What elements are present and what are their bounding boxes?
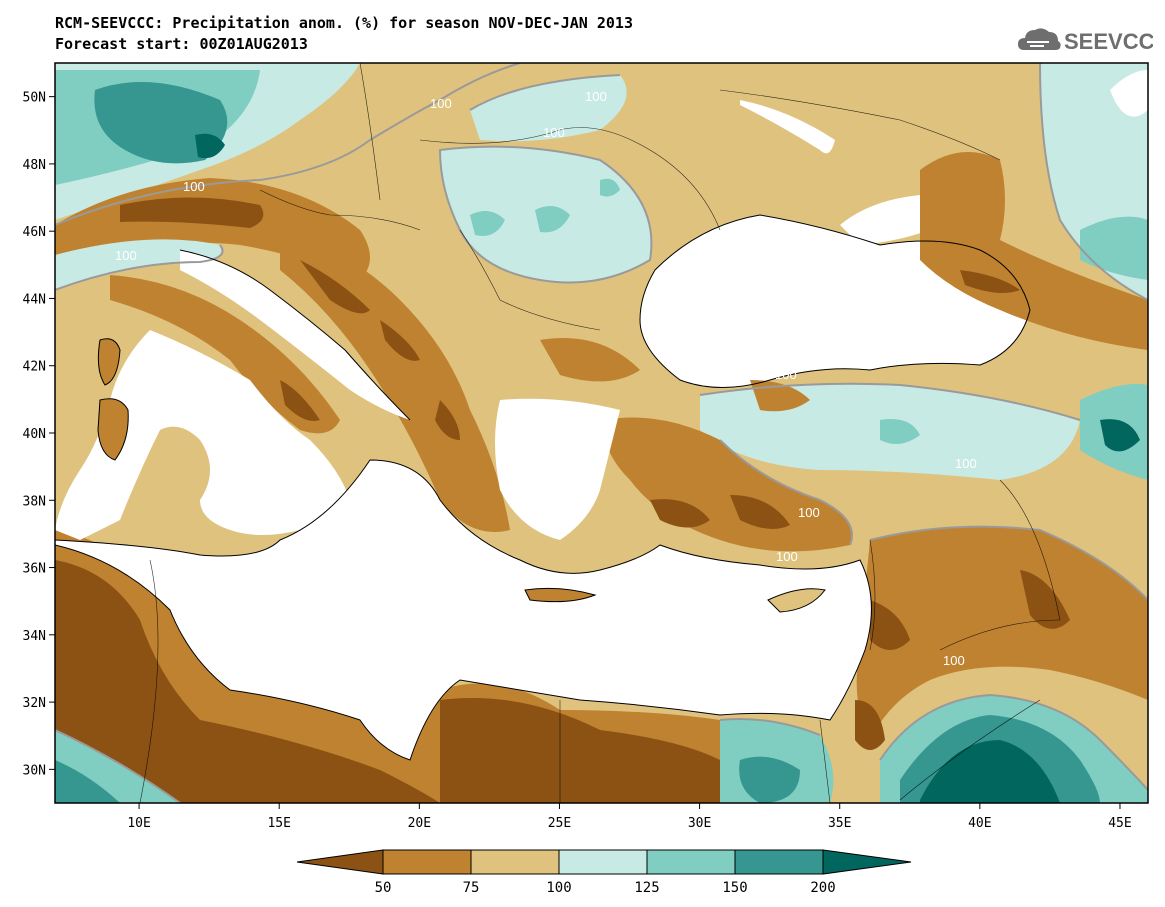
forecast-start-label: Forecast start: 00Z01AUG2013 [55, 35, 308, 53]
data-gap [740, 100, 835, 154]
country-borders [139, 63, 1061, 803]
longitude-axis: 10E 15E 20E 25E 30E 35E 40E 45E [127, 803, 1132, 831]
legend-level-label: 50 [375, 880, 392, 896]
legend-swatch [296, 849, 384, 875]
contour-label: 100 [115, 248, 137, 263]
contour-label: 100 [775, 367, 797, 382]
field-patch [280, 230, 510, 532]
field-patch [435, 400, 460, 440]
lat-tick-label: 42N [23, 360, 46, 375]
lon-tick-label: 40E [968, 816, 991, 831]
contour-label: 100 [898, 259, 920, 274]
legend-level-label: 100 [546, 880, 571, 896]
field-patch [1100, 419, 1140, 452]
field-patch [920, 152, 1148, 350]
field-patch [300, 260, 370, 314]
contour-label: 100 [183, 179, 205, 194]
field-patch [739, 756, 800, 803]
field-patch [870, 600, 910, 650]
lat-tick-label: 50N [23, 91, 46, 106]
latitude-axis: 50N 48N 46N 44N 42N 40N 38N 36N 34N 32N 30N [23, 91, 55, 778]
field-patch [880, 419, 920, 444]
field-patch [855, 700, 885, 750]
field-patch [604, 417, 852, 552]
field-patch [535, 206, 570, 233]
contour-label: 100 [585, 89, 607, 104]
field-patch [280, 380, 320, 421]
field-patch [94, 82, 228, 164]
field-patch [960, 270, 1020, 294]
legend-swatch [822, 849, 912, 875]
field-patch [1020, 570, 1070, 629]
field-patch [55, 760, 120, 803]
map-title: RCM-SEEVCCC: Precipitation anom. (%) for… [55, 14, 633, 32]
legend-swatch [646, 849, 736, 875]
legend-swatch [470, 849, 560, 875]
lon-tick-label: 25E [548, 816, 571, 831]
corsica [98, 338, 120, 385]
lon-tick-label: 35E [828, 816, 851, 831]
coastlines [55, 214, 1031, 761]
logo-text: SEEVCCC [1064, 29, 1153, 54]
field-patch [470, 75, 627, 142]
lat-tick-label: 32N [23, 696, 46, 711]
field-patch [440, 698, 720, 803]
data-gap [1110, 70, 1148, 117]
field-patch [195, 133, 225, 159]
adriatic-sea [180, 250, 410, 420]
lat-tick-label: 46N [23, 225, 46, 240]
lat-tick-label: 48N [23, 158, 46, 173]
contour-label: 100 [776, 549, 798, 564]
legend-level-label: 125 [634, 880, 659, 896]
lat-tick-label: 44N [23, 292, 46, 307]
legend-level-label: 150 [722, 880, 747, 896]
lon-tick-label: 30E [688, 816, 711, 831]
sea-of-azov [840, 195, 943, 245]
lon-tick-label: 15E [267, 816, 290, 831]
mediterranean-sea [55, 460, 872, 760]
lon-tick-label: 20E [408, 816, 431, 831]
contour-label: 100 [430, 96, 452, 111]
field-patch [540, 338, 640, 382]
tyrrhenian-sea [55, 330, 350, 540]
contour-label: 100 [543, 125, 565, 140]
aegean-sea [495, 398, 620, 540]
field-patch [920, 740, 1060, 803]
legend-swatch [558, 849, 648, 875]
lon-tick-label: 10E [127, 816, 150, 831]
legend-level-label: 75 [463, 880, 480, 896]
contour-label: 100 [798, 505, 820, 520]
field-patch [600, 178, 620, 197]
legend-swatch [734, 849, 824, 875]
cloud-icon [1018, 28, 1061, 50]
color-legend: 50 75 100 125 150 200 [296, 849, 912, 896]
field-patch [650, 499, 710, 528]
lat-tick-label: 40N [23, 427, 46, 442]
lat-tick-label: 38N [23, 494, 46, 509]
anomaly-field: 100 100 100 100 100 100 100 100 100 100 … [55, 63, 1148, 803]
contour-label: 100 [955, 456, 977, 471]
sardinia [98, 398, 129, 460]
lat-tick-label: 34N [23, 629, 46, 644]
legend-swatch [382, 849, 472, 875]
field-patch [120, 197, 264, 228]
contour-100 [55, 63, 1148, 803]
field-patch [856, 526, 1148, 740]
field-patch [730, 495, 790, 529]
contour-label: 100 [943, 653, 965, 668]
lon-tick-label: 45E [1108, 816, 1131, 831]
field-patch [55, 560, 440, 803]
field-patch [380, 320, 420, 361]
lat-tick-label: 30N [23, 763, 46, 778]
contour-labels: 100 100 100 100 100 100 100 100 100 100 … [115, 89, 977, 668]
crete [525, 588, 595, 602]
legend-level-label: 200 [810, 880, 835, 896]
field-patch [470, 211, 505, 236]
seevccc-logo: SEEVCCC [1018, 28, 1153, 54]
lat-tick-label: 36N [23, 562, 46, 577]
field-patch [110, 275, 340, 434]
